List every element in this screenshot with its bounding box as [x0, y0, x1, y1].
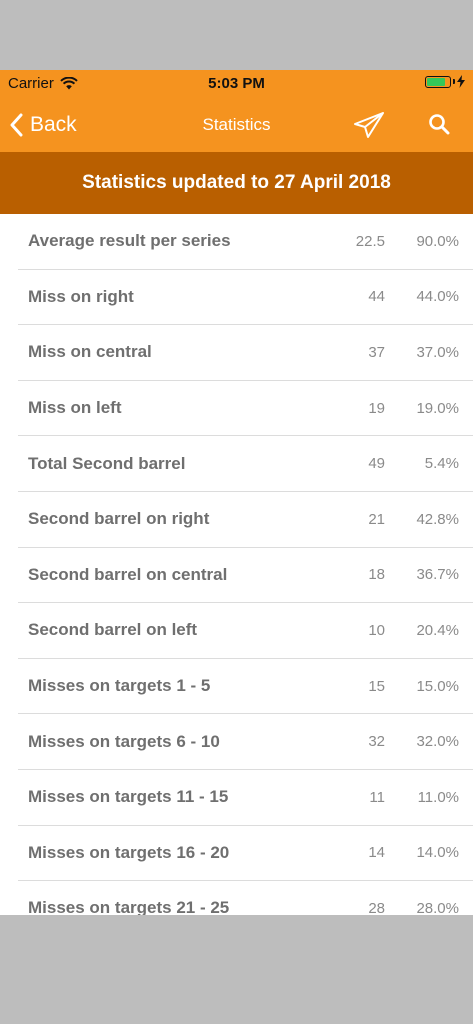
- stat-label: Misses on targets 21 - 25: [28, 898, 230, 915]
- stat-count: 37: [368, 343, 385, 361]
- stat-count: 32: [368, 733, 385, 751]
- stat-label: Total Second barrel: [28, 453, 186, 473]
- stat-percent: 32.0%: [416, 733, 459, 751]
- stat-percent: 36.7%: [416, 566, 459, 584]
- stat-label: Average result per series: [28, 231, 231, 251]
- stat-label: Miss on left: [28, 398, 122, 418]
- battery-tip: [453, 79, 455, 84]
- stat-row[interactable]: Misses on targets 1 - 5 15 15.0%: [18, 659, 473, 715]
- stat-row[interactable]: Misses on targets 21 - 25 28 28.0%: [18, 881, 473, 915]
- stat-row[interactable]: Total Second barrel 49 5.4%: [18, 436, 473, 492]
- stat-percent: 90.0%: [416, 232, 459, 250]
- stat-row[interactable]: Miss on right 44 44.0%: [18, 270, 473, 326]
- stat-percent: 11.0%: [417, 788, 459, 806]
- stat-percent: 19.0%: [416, 399, 459, 417]
- paper-plane-icon: [354, 112, 384, 138]
- stat-count: 18: [368, 566, 385, 584]
- clock: 5:03 PM: [208, 75, 265, 92]
- stat-label: Miss on central: [28, 342, 152, 362]
- stat-count: 10: [368, 621, 385, 639]
- stat-label: Misses on targets 16 - 20: [28, 842, 230, 862]
- search-button[interactable]: [422, 107, 456, 141]
- stat-count: 22.5: [355, 232, 385, 250]
- stat-label: Misses on targets 11 - 15: [28, 787, 229, 807]
- stat-row[interactable]: Misses on targets 6 - 10 32 32.0%: [18, 714, 473, 770]
- battery-icon: [425, 75, 451, 88]
- charging-bolt-icon: [457, 75, 465, 88]
- stat-count: 44: [368, 288, 385, 306]
- stat-percent: 20.4%: [416, 621, 459, 639]
- carrier-label: Carrier: [8, 75, 54, 92]
- battery-level: [427, 77, 445, 86]
- bottom-letterbox: [0, 915, 473, 1024]
- stat-percent: 28.0%: [416, 899, 459, 915]
- stat-percent: 5.4%: [424, 455, 459, 473]
- stat-label: Second barrel on central: [28, 564, 228, 584]
- page-title: Statistics: [202, 115, 271, 134]
- share-button[interactable]: [352, 108, 386, 142]
- stat-row[interactable]: Second barrel on central 18 36.7%: [18, 548, 473, 604]
- stat-label: Second barrel on left: [28, 620, 198, 640]
- stat-count: 14: [368, 844, 385, 862]
- top-letterbox: [0, 0, 473, 70]
- statistics-screen: Carrier 5:03 PM Back Statistics: [0, 70, 473, 915]
- stat-row[interactable]: Miss on central 37 37.0%: [18, 325, 473, 381]
- stat-percent: 37.0%: [416, 343, 459, 361]
- search-icon: [429, 114, 450, 135]
- stat-count: 21: [368, 510, 385, 528]
- banner-text: Statistics updated to 27 April 2018: [82, 172, 391, 193]
- stat-row[interactable]: Misses on targets 11 - 15 11 11.0%: [18, 770, 473, 826]
- wifi-icon: [60, 77, 78, 90]
- status-bar: Carrier 5:03 PM: [0, 70, 473, 97]
- back-button[interactable]: Back: [10, 97, 77, 152]
- back-label: Back: [30, 112, 77, 136]
- stat-count: 15: [368, 677, 385, 695]
- navigation-bar: Back Statistics: [0, 97, 473, 152]
- statistics-list[interactable]: Average result per series 22.5 90.0% Miss o…: [0, 214, 473, 915]
- stat-count: 28: [368, 899, 385, 915]
- stat-row[interactable]: Miss on left 19 19.0%: [18, 381, 473, 437]
- stat-percent: 42.8%: [416, 510, 459, 528]
- stat-row[interactable]: Second barrel on left 10 20.4%: [18, 603, 473, 659]
- stat-label: Misses on targets 6 - 10: [28, 731, 220, 751]
- stat-count: 19: [368, 399, 385, 417]
- chevron-left-icon: [10, 113, 23, 136]
- stat-label: Misses on targets 1 - 5: [28, 676, 211, 696]
- stat-row[interactable]: Average result per series 22.5 90.0%: [18, 214, 473, 270]
- stat-row[interactable]: Second barrel on right 21 42.8%: [18, 492, 473, 548]
- stat-row[interactable]: Misses on targets 16 - 20 14 14.0%: [18, 826, 473, 882]
- stat-label: Miss on right: [28, 286, 134, 306]
- stat-label: Second barrel on right: [28, 509, 210, 529]
- stat-count: 11: [369, 788, 385, 806]
- stat-percent: 14.0%: [416, 844, 459, 862]
- update-banner: Statistics updated to 27 April 2018: [0, 152, 473, 214]
- stat-count: 49: [368, 455, 385, 473]
- carrier-group: Carrier: [8, 75, 78, 92]
- stat-percent: 15.0%: [416, 677, 459, 695]
- battery-indicator: [425, 75, 465, 88]
- stat-percent: 44.0%: [416, 288, 459, 306]
